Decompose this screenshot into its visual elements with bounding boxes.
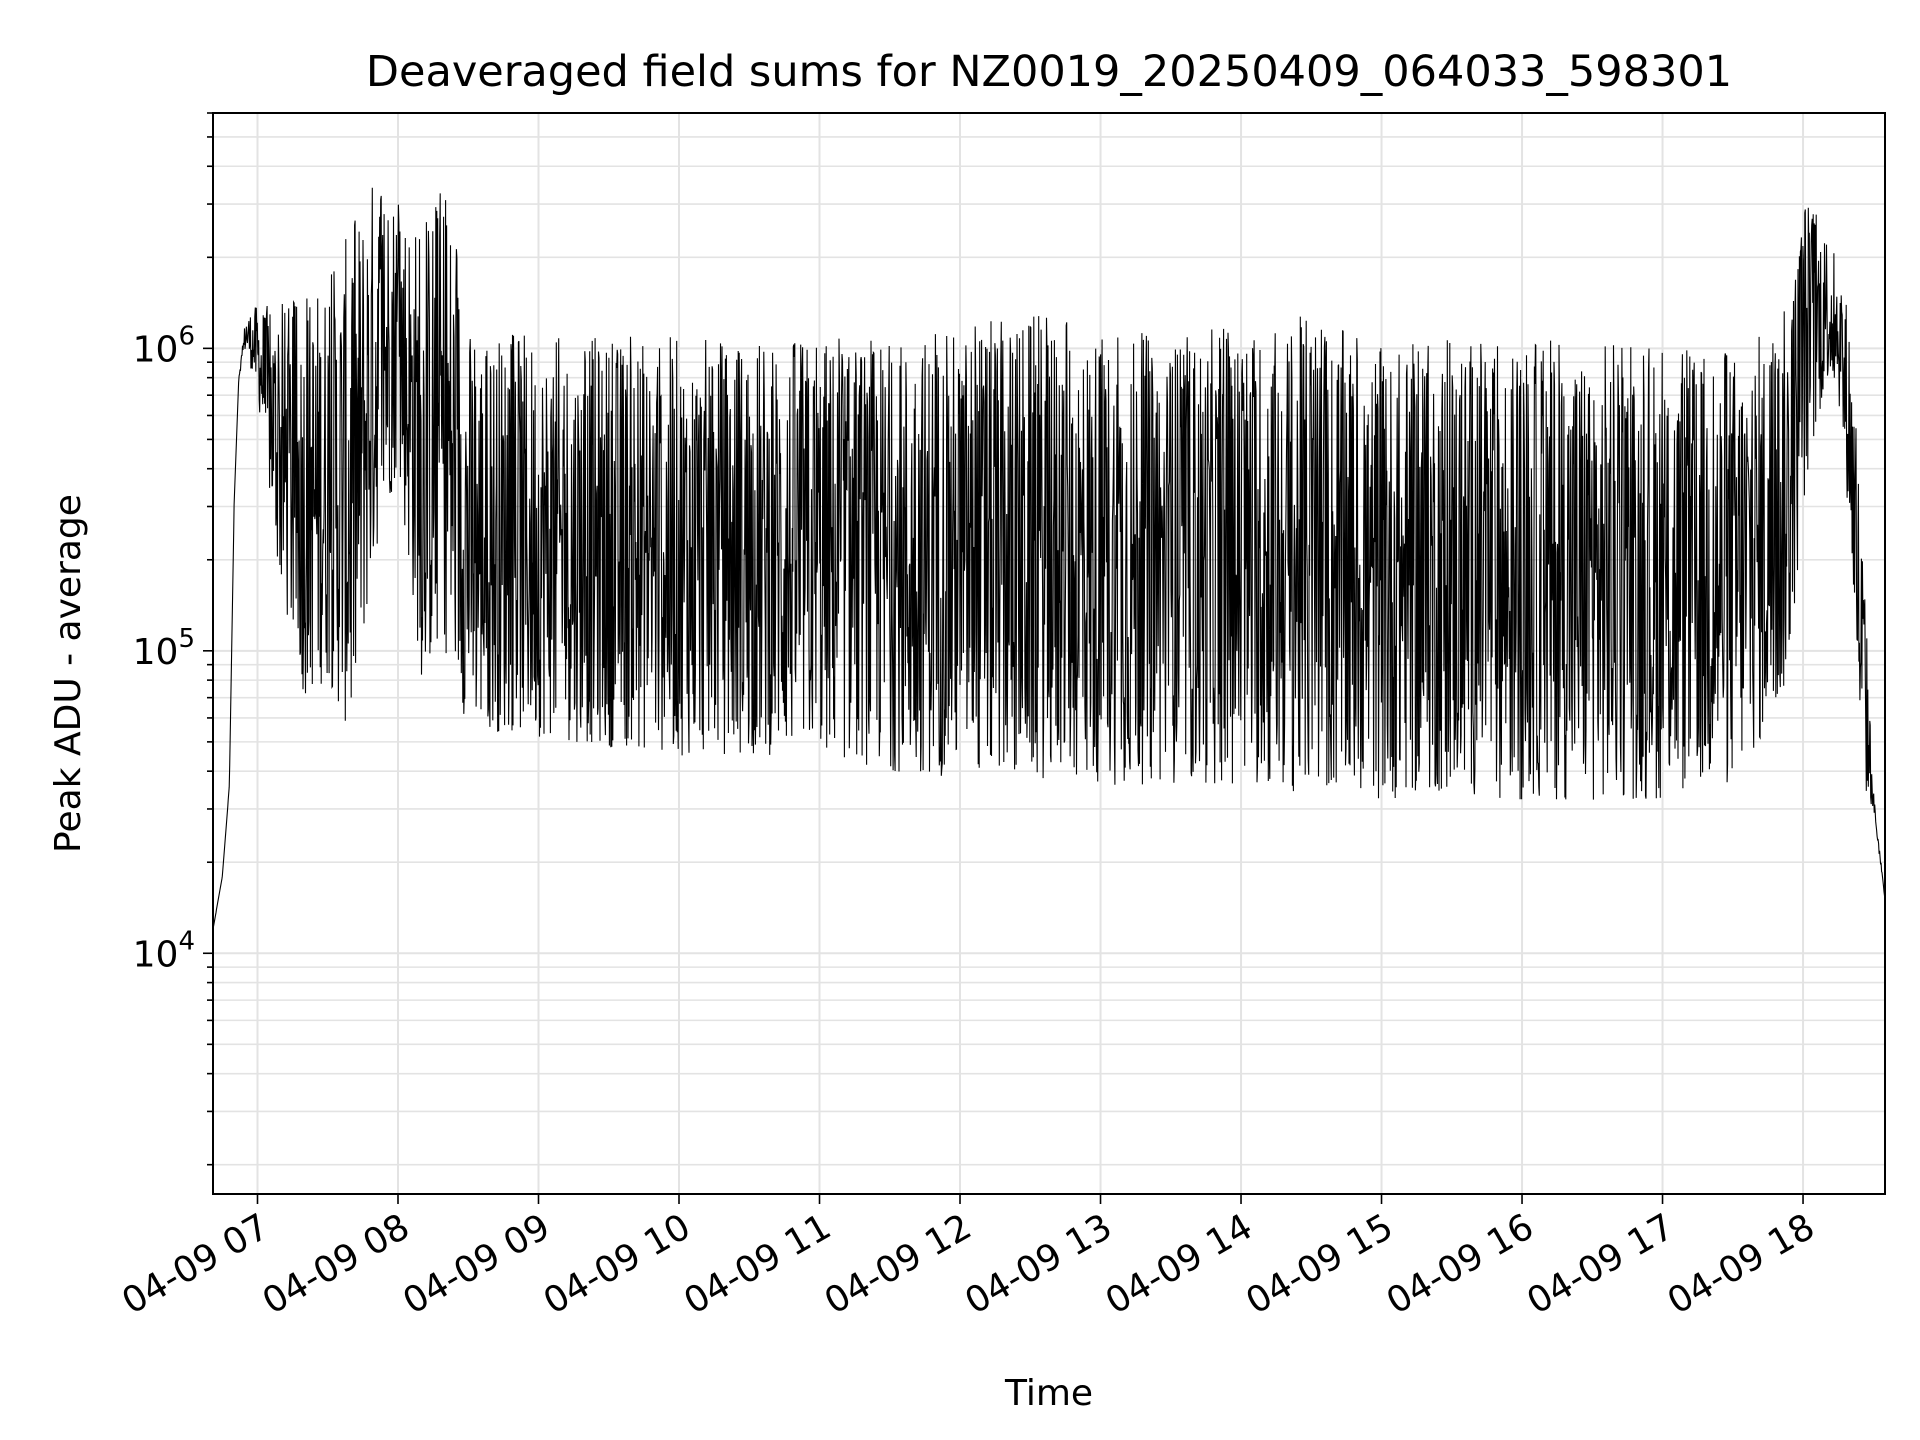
chart-title: Deaveraged field sums for NZ0019_2025040… bbox=[366, 47, 1732, 97]
y-tick-exponent: 6 bbox=[178, 321, 195, 351]
y-tick-exponent: 5 bbox=[178, 624, 195, 654]
y-tick-exponent: 4 bbox=[178, 926, 195, 956]
y-tick-label: 105 bbox=[133, 624, 195, 673]
y-tick-label: 104 bbox=[133, 926, 195, 975]
plot-frame bbox=[212, 112, 1886, 1195]
y-axis-label: Peak ADU - average bbox=[48, 494, 89, 853]
y-tick-base: 10 bbox=[133, 632, 179, 673]
series-layer bbox=[212, 187, 1886, 930]
series-line bbox=[212, 187, 1886, 930]
y-tick-base: 10 bbox=[133, 934, 179, 975]
x-axis-label: Time bbox=[1004, 1373, 1093, 1414]
y-tick-label: 106 bbox=[133, 321, 195, 370]
y-tick-base: 10 bbox=[133, 329, 179, 370]
